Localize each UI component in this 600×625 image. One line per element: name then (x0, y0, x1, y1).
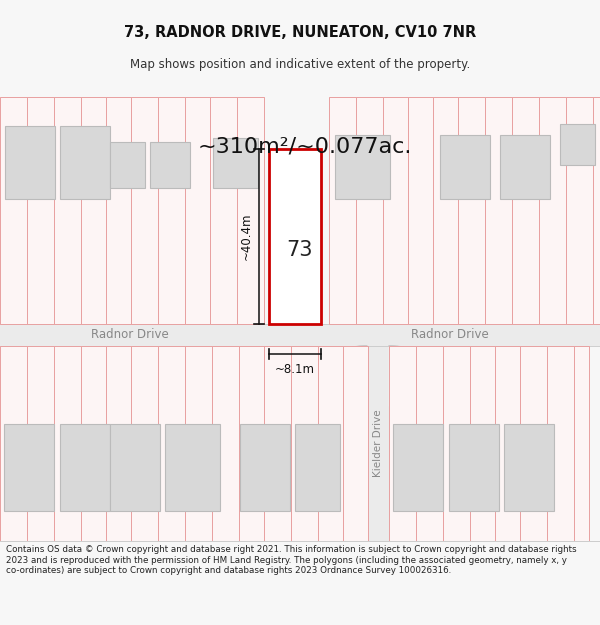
Bar (574, 346, 589, 541)
Bar (185, 346, 212, 541)
Bar (185, 97, 210, 324)
Bar (110, 142, 145, 188)
Bar (158, 346, 185, 541)
Text: 73, RADNOR DRIVE, NUNEATON, CV10 7NR: 73, RADNOR DRIVE, NUNEATON, CV10 7NR (124, 25, 476, 40)
Bar (433, 97, 458, 324)
Bar (131, 97, 158, 324)
Bar (0, 97, 27, 324)
Text: Radnor Drive: Radnor Drive (91, 328, 169, 341)
Text: Kielder Drive: Kielder Drive (373, 409, 383, 477)
Bar (560, 124, 595, 165)
Bar (165, 424, 220, 511)
Bar (295, 424, 340, 511)
Bar (150, 142, 190, 188)
Bar (81, 346, 106, 541)
Text: 73: 73 (287, 240, 313, 260)
Bar (212, 346, 239, 541)
Bar (335, 136, 390, 199)
Text: Map shows position and indicative extent of the property.: Map shows position and indicative extent… (130, 58, 470, 71)
Bar (593, 97, 600, 324)
Bar (389, 346, 416, 541)
Bar (547, 346, 574, 541)
Bar (269, 149, 321, 324)
Bar (0, 346, 27, 541)
Bar (512, 97, 539, 324)
Bar (60, 126, 110, 199)
Bar (383, 97, 408, 324)
Bar (5, 126, 55, 199)
Bar (213, 138, 258, 188)
Bar (329, 97, 356, 324)
Bar (158, 97, 185, 324)
Bar (0, 324, 600, 346)
Bar (408, 97, 433, 324)
Bar (539, 97, 566, 324)
Bar (367, 346, 389, 541)
Bar (131, 346, 158, 541)
Bar (210, 97, 237, 324)
Bar (240, 424, 290, 511)
Bar (443, 346, 470, 541)
Text: ~310m²/~0.077ac.: ~310m²/~0.077ac. (198, 137, 412, 157)
Bar (60, 424, 110, 511)
Bar (449, 424, 499, 511)
Bar (54, 97, 81, 324)
Text: Contains OS data © Crown copyright and database right 2021. This information is : Contains OS data © Crown copyright and d… (6, 545, 577, 575)
Bar (81, 97, 106, 324)
Bar (356, 97, 383, 324)
Bar (239, 346, 264, 541)
Bar (495, 346, 520, 541)
Text: ~40.4m: ~40.4m (240, 213, 253, 260)
Bar (504, 424, 554, 511)
Bar (343, 346, 368, 541)
Text: Radnor Drive: Radnor Drive (411, 328, 489, 341)
Bar (264, 346, 291, 541)
Bar (458, 97, 485, 324)
Bar (393, 424, 443, 511)
Bar (27, 97, 54, 324)
Bar (291, 346, 318, 541)
Bar (4, 424, 54, 511)
Bar (106, 97, 131, 324)
Text: ~8.1m: ~8.1m (275, 362, 315, 376)
Bar (318, 346, 343, 541)
Bar (27, 346, 54, 541)
Bar (110, 424, 160, 511)
Bar (470, 346, 495, 541)
Bar (500, 136, 550, 199)
Bar (566, 97, 593, 324)
Bar (520, 346, 547, 541)
Bar (237, 97, 264, 324)
Bar (485, 97, 512, 324)
Bar (54, 346, 81, 541)
Bar (440, 136, 490, 199)
Bar (416, 346, 443, 541)
Bar (106, 346, 131, 541)
